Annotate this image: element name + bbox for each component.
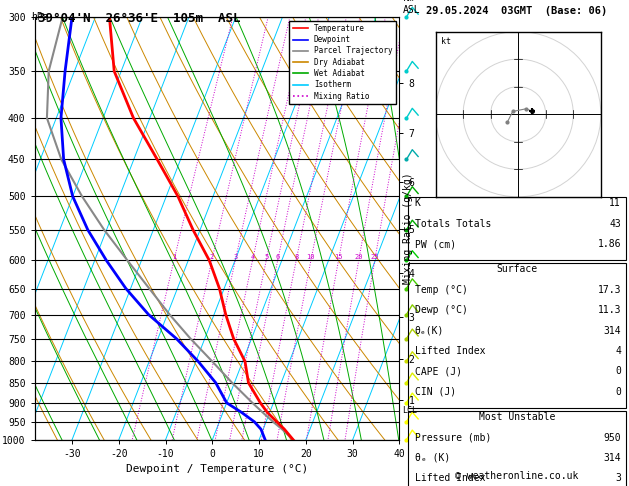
Bar — [408, 263, 625, 408]
Text: 17.3: 17.3 — [598, 285, 621, 295]
Text: 0: 0 — [615, 387, 621, 397]
Text: hPa: hPa — [31, 12, 49, 22]
Text: 3: 3 — [233, 255, 237, 260]
Bar — [408, 197, 625, 260]
Text: 0: 0 — [615, 366, 621, 377]
Text: kt: kt — [440, 36, 450, 46]
X-axis label: Dewpoint / Temperature (°C): Dewpoint / Temperature (°C) — [126, 465, 308, 474]
Text: K: K — [415, 198, 420, 208]
Text: 25: 25 — [370, 255, 379, 260]
Text: 950: 950 — [603, 433, 621, 443]
Text: 20: 20 — [355, 255, 363, 260]
Text: Most Unstable: Most Unstable — [479, 412, 555, 422]
Bar — [408, 411, 625, 486]
Text: 2: 2 — [209, 255, 214, 260]
Text: 10: 10 — [307, 255, 315, 260]
Legend: Temperature, Dewpoint, Parcel Trajectory, Dry Adiabat, Wet Adiabat, Isotherm, Mi: Temperature, Dewpoint, Parcel Trajectory… — [289, 21, 396, 104]
Text: 314: 314 — [603, 453, 621, 463]
Text: 8: 8 — [294, 255, 298, 260]
Text: 3: 3 — [615, 473, 621, 484]
Text: θₑ (K): θₑ (K) — [415, 453, 450, 463]
Text: 4: 4 — [250, 255, 255, 260]
Text: 39°04'N  26°36'E  105m  ASL: 39°04'N 26°36'E 105m ASL — [38, 12, 240, 25]
Text: Surface: Surface — [496, 264, 537, 275]
Text: 11.3: 11.3 — [598, 305, 621, 315]
Text: Dewp (°C): Dewp (°C) — [415, 305, 467, 315]
Text: 1: 1 — [172, 255, 176, 260]
Text: 4: 4 — [615, 346, 621, 356]
Text: 314: 314 — [603, 326, 621, 336]
Text: 11: 11 — [610, 198, 621, 208]
Text: km
ASL: km ASL — [403, 0, 420, 15]
Text: θₑ(K): θₑ(K) — [415, 326, 444, 336]
Text: 15: 15 — [334, 255, 343, 260]
Text: PW (cm): PW (cm) — [415, 239, 456, 249]
Text: 1.86: 1.86 — [598, 239, 621, 249]
Text: CAPE (J): CAPE (J) — [415, 366, 462, 377]
Text: 43: 43 — [610, 219, 621, 229]
Text: Mixing Ratio (g/kg): Mixing Ratio (g/kg) — [403, 173, 413, 284]
Text: CIN (J): CIN (J) — [415, 387, 456, 397]
Text: © weatheronline.co.uk: © weatheronline.co.uk — [455, 471, 579, 481]
Text: Lifted Index: Lifted Index — [415, 346, 485, 356]
Text: Totals Totals: Totals Totals — [415, 219, 491, 229]
Text: 5: 5 — [264, 255, 269, 260]
Text: 29.05.2024  03GMT  (Base: 06): 29.05.2024 03GMT (Base: 06) — [426, 6, 608, 16]
Text: 6: 6 — [276, 255, 280, 260]
Text: Lifted Index: Lifted Index — [415, 473, 485, 484]
Text: LCL: LCL — [402, 406, 417, 415]
Text: Temp (°C): Temp (°C) — [415, 285, 467, 295]
Text: Pressure (mb): Pressure (mb) — [415, 433, 491, 443]
